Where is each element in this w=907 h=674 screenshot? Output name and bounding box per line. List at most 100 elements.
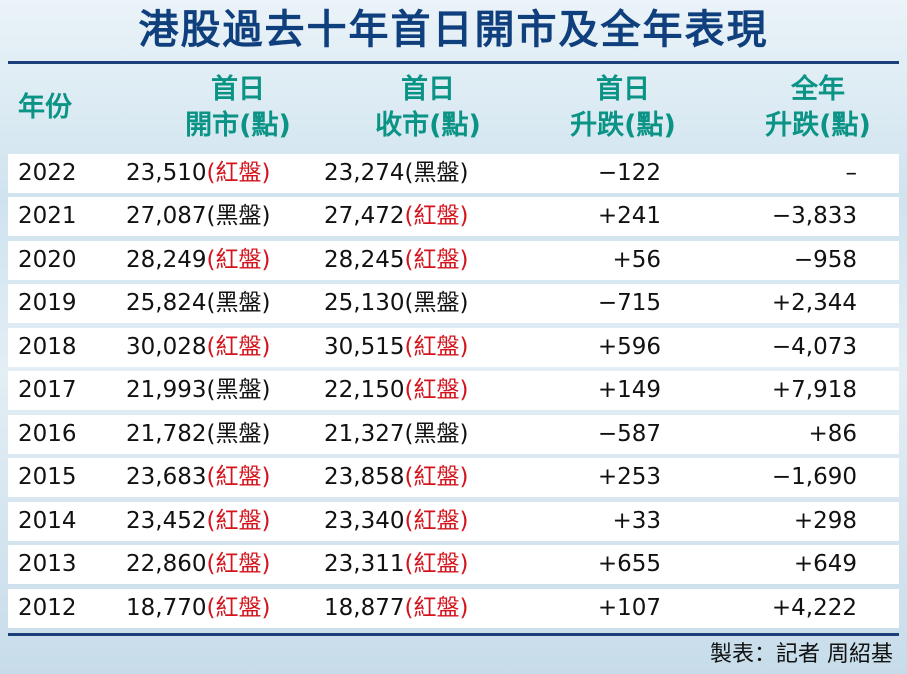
open-value: 18,770 — [126, 594, 207, 621]
cell-year: 2021 — [18, 203, 77, 230]
header-open: 首日 開市(點) — [158, 64, 318, 152]
cell-close: 27,472(紅盤) — [324, 197, 468, 236]
header-year-change-line1: 全年 — [791, 74, 845, 105]
open-tag: (黑盤) — [206, 377, 271, 404]
cell-day-change: +107 — [597, 594, 661, 621]
close-tag: (黑盤) — [404, 290, 469, 317]
open-tag: (紅盤) — [206, 594, 271, 621]
open-tag: (紅盤) — [206, 551, 271, 578]
cell-close: 23,858(紅盤) — [324, 458, 468, 497]
table-row: 2016 21,782(黑盤) 21,327(黑盤) −587 +86 — [8, 414, 899, 454]
open-value: 27,087 — [126, 203, 207, 230]
cell-year: 2014 — [18, 507, 77, 534]
header-year-label: 年份 — [18, 92, 72, 123]
table-row: 2019 25,824(黑盤) 25,130(黑盤) −715 +2,344 — [8, 284, 899, 324]
header-close-line2: 收市(點) — [375, 110, 481, 141]
cell-day-change: +241 — [597, 203, 661, 230]
header-year-change-line2: 升跌(點) — [765, 110, 871, 141]
open-tag: (紅盤) — [206, 507, 271, 534]
cell-open: 27,087(黑盤) — [126, 197, 270, 236]
cell-year-change: +86 — [808, 420, 857, 447]
header-day-change-line1: 首日 — [596, 74, 650, 105]
cell-close: 23,274(黑盤) — [324, 154, 468, 193]
open-tag: (黑盤) — [206, 420, 271, 447]
close-tag: (黑盤) — [404, 420, 469, 447]
header-day-change: 首日 升跌(點) — [548, 64, 698, 152]
cell-open: 18,770(紅盤) — [126, 589, 270, 628]
header-year-change: 全年 升跌(點) — [743, 64, 893, 152]
cell-close: 25,130(黑盤) — [324, 284, 468, 323]
close-tag: (紅盤) — [404, 551, 469, 578]
header-day-change-line2: 升跌(點) — [570, 110, 676, 141]
cell-open: 23,452(紅盤) — [126, 502, 270, 541]
open-tag: (紅盤) — [206, 246, 271, 273]
open-tag: (紅盤) — [206, 333, 271, 360]
table-header: 年份 首日 開市(點) 首日 收市(點) 首日 升跌(點) 全年 升跌(點) — [8, 64, 899, 152]
cell-year: 2018 — [18, 333, 77, 360]
close-value: 23,274 — [324, 160, 405, 186]
open-value: 30,028 — [126, 333, 207, 360]
cell-day-change: +56 — [612, 246, 661, 273]
cell-day-change: +149 — [597, 377, 661, 404]
close-value: 28,245 — [324, 246, 405, 273]
open-tag: (紅盤) — [206, 464, 271, 491]
cell-year-change: – — [845, 160, 858, 186]
header-year: 年份 — [18, 64, 108, 152]
cell-day-change: +33 — [612, 507, 661, 534]
cell-day-change: +253 — [597, 464, 661, 491]
cell-close: 23,340(紅盤) — [324, 502, 468, 541]
cell-open: 25,824(黑盤) — [126, 284, 270, 323]
cell-close: 30,515(紅盤) — [324, 328, 468, 367]
cell-year: 2013 — [18, 551, 77, 578]
cell-year: 2019 — [18, 290, 77, 317]
header-open-line2: 開市(點) — [185, 110, 291, 141]
cell-year: 2022 — [18, 160, 77, 186]
table-row: 2014 23,452(紅盤) 23,340(紅盤) +33 +298 — [8, 501, 899, 541]
close-tag: (紅盤) — [404, 594, 469, 621]
open-value: 21,993 — [126, 377, 207, 404]
close-value: 23,858 — [324, 464, 405, 491]
cell-year-change: +4,222 — [771, 594, 857, 621]
cell-close: 21,327(黑盤) — [324, 415, 468, 454]
table-row: 2020 28,249(紅盤) 28,245(紅盤) +56 −958 — [8, 240, 899, 280]
cell-year-change: +649 — [793, 551, 857, 578]
close-tag: (紅盤) — [404, 464, 469, 491]
cell-year: 2016 — [18, 420, 77, 447]
close-value: 22,150 — [324, 377, 405, 404]
cell-close: 18,877(紅盤) — [324, 589, 468, 628]
close-tag: (紅盤) — [404, 246, 469, 273]
table-row: 2013 22,860(紅盤) 23,311(紅盤) +655 +649 — [8, 545, 899, 585]
cell-year: 2017 — [18, 377, 77, 404]
cell-open: 23,510(紅盤) — [126, 154, 270, 193]
cell-year-change: −4,073 — [771, 333, 857, 360]
table-row: 2021 27,087(黑盤) 27,472(紅盤) +241 −3,833 — [8, 197, 899, 237]
close-value: 18,877 — [324, 594, 405, 621]
cell-open: 30,028(紅盤) — [126, 328, 270, 367]
cell-day-change: −715 — [597, 290, 661, 317]
cell-day-change: −587 — [597, 420, 661, 447]
table-body: 2022 23,510(紅盤) 23,274(黑盤) −122–2021 27,087(… — [8, 154, 899, 632]
cell-year-change: −1,690 — [771, 464, 857, 491]
cell-open: 22,860(紅盤) — [126, 545, 270, 584]
close-value: 25,130 — [324, 290, 405, 317]
cell-day-change: +596 — [597, 333, 661, 360]
table-row: 2012 18,770(紅盤) 18,877(紅盤) +107 +4,222 — [8, 588, 899, 628]
open-value: 23,510 — [126, 160, 207, 186]
close-value: 27,472 — [324, 203, 405, 230]
close-value: 23,340 — [324, 507, 405, 534]
open-tag: (黑盤) — [206, 203, 271, 230]
table-row: 2015 23,683(紅盤) 23,858(紅盤) +253 −1,690 — [8, 458, 899, 498]
table-row: 2017 21,993(黑盤) 22,150(紅盤) +149 +7,918 — [8, 371, 899, 411]
close-tag: (紅盤) — [404, 333, 469, 360]
cell-close: 22,150(紅盤) — [324, 371, 468, 410]
close-tag: (紅盤) — [404, 203, 469, 230]
table-row: 2018 30,028(紅盤) 30,515(紅盤) +596 −4,073 — [8, 327, 899, 367]
bottom-rule — [8, 633, 899, 636]
open-value: 22,860 — [126, 551, 207, 578]
cell-year: 2015 — [18, 464, 77, 491]
page-title: 港股過去十年首日開市及全年表現 — [138, 6, 769, 53]
cell-year: 2012 — [18, 594, 77, 621]
close-tag: (黑盤) — [404, 160, 469, 186]
cell-close: 28,245(紅盤) — [324, 241, 468, 280]
header-open-line1: 首日 — [211, 74, 265, 105]
